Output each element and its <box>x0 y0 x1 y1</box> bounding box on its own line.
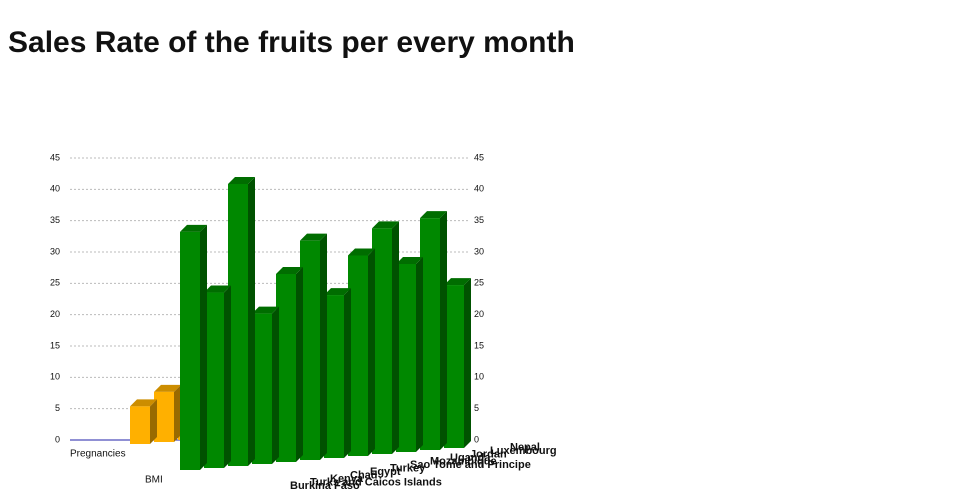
y-tick-label-right: 45 <box>474 152 484 162</box>
bar-side <box>200 224 207 470</box>
bar-side <box>344 288 351 458</box>
bar-side <box>224 285 231 468</box>
y-tick-label-right: 10 <box>474 372 484 382</box>
bar-side <box>464 278 471 448</box>
bar-top <box>420 211 447 219</box>
x-tick-label: Sao Tome and Principe <box>410 459 531 471</box>
x-tick-label: Turks and Caicos Islands <box>310 476 442 488</box>
bar-top <box>372 221 399 229</box>
y-tick-label: 0 <box>55 434 60 444</box>
y-tick-label: 5 <box>55 403 60 413</box>
x-tick-label: Luxembourg <box>490 445 557 457</box>
bar-side <box>272 306 279 464</box>
y-tick-label-right: 35 <box>474 215 484 225</box>
bar-top <box>348 248 375 256</box>
bar-side <box>320 233 327 460</box>
y-tick-label: 45 <box>50 152 60 162</box>
bar-top <box>180 224 207 232</box>
series-label: BMI <box>145 475 163 486</box>
y-tick-label: 10 <box>50 372 60 382</box>
bar-top <box>130 399 157 407</box>
bar <box>228 184 248 466</box>
bar <box>300 240 320 460</box>
x-tick-label: Uganda <box>450 452 491 464</box>
y-tick-label: 15 <box>50 340 60 350</box>
bar-top <box>204 285 231 293</box>
chart-title: Sales Rate of the fruits per every month <box>8 26 575 59</box>
y-tick-label: 20 <box>50 309 60 319</box>
bar <box>396 264 416 452</box>
bar-top <box>300 233 327 241</box>
x-tick-label: Jordan <box>470 448 507 460</box>
bar-top <box>228 177 255 184</box>
bar <box>204 292 224 468</box>
x-tick-label: Burkina Faso <box>290 480 360 492</box>
bar <box>324 295 344 458</box>
bar-top <box>396 257 423 264</box>
x-tick-label: Egypt <box>370 466 401 478</box>
y-tick-label-right: 0 <box>474 434 479 444</box>
x-tick-label: Turkey <box>390 462 426 474</box>
bar <box>180 231 200 470</box>
y-tick-label-right: 20 <box>474 309 484 319</box>
bar-side <box>248 177 255 466</box>
bar <box>130 406 150 444</box>
bar-top <box>324 288 351 296</box>
y-tick-label-right: 5 <box>474 403 479 413</box>
y-tick-label: 35 <box>50 215 60 225</box>
y-tick-label-right: 15 <box>474 340 484 350</box>
bar-side <box>174 384 181 442</box>
bar-side <box>368 248 375 456</box>
y-tick-label-right: 30 <box>474 246 484 256</box>
bar-top <box>154 384 181 392</box>
x-tick-label: Kenya <box>330 473 364 485</box>
x-tick-label: Nepal <box>510 441 540 453</box>
bar <box>252 313 272 464</box>
bar-top <box>252 306 279 314</box>
bar <box>444 285 464 448</box>
bar-top <box>444 278 471 286</box>
y-tick-label: 25 <box>50 278 60 288</box>
y-tick-label: 40 <box>50 184 60 194</box>
bar-side <box>296 267 303 462</box>
bar <box>348 255 368 456</box>
bar-side <box>392 221 399 454</box>
y-tick-label-right: 40 <box>474 184 484 194</box>
bar-top <box>276 267 303 274</box>
x-tick-label: Chad <box>350 469 378 481</box>
series-label: Pregnancies <box>70 449 126 460</box>
y-tick-label: 30 <box>50 246 60 256</box>
bar-side <box>440 211 447 450</box>
x-tick-label: Mozambique <box>430 455 497 467</box>
bar <box>372 228 392 454</box>
y-tick-label-right: 25 <box>474 278 484 288</box>
bar <box>154 391 174 442</box>
bar-side <box>150 399 157 444</box>
bar <box>420 218 440 450</box>
bar <box>276 274 296 462</box>
bar-side <box>416 257 423 452</box>
